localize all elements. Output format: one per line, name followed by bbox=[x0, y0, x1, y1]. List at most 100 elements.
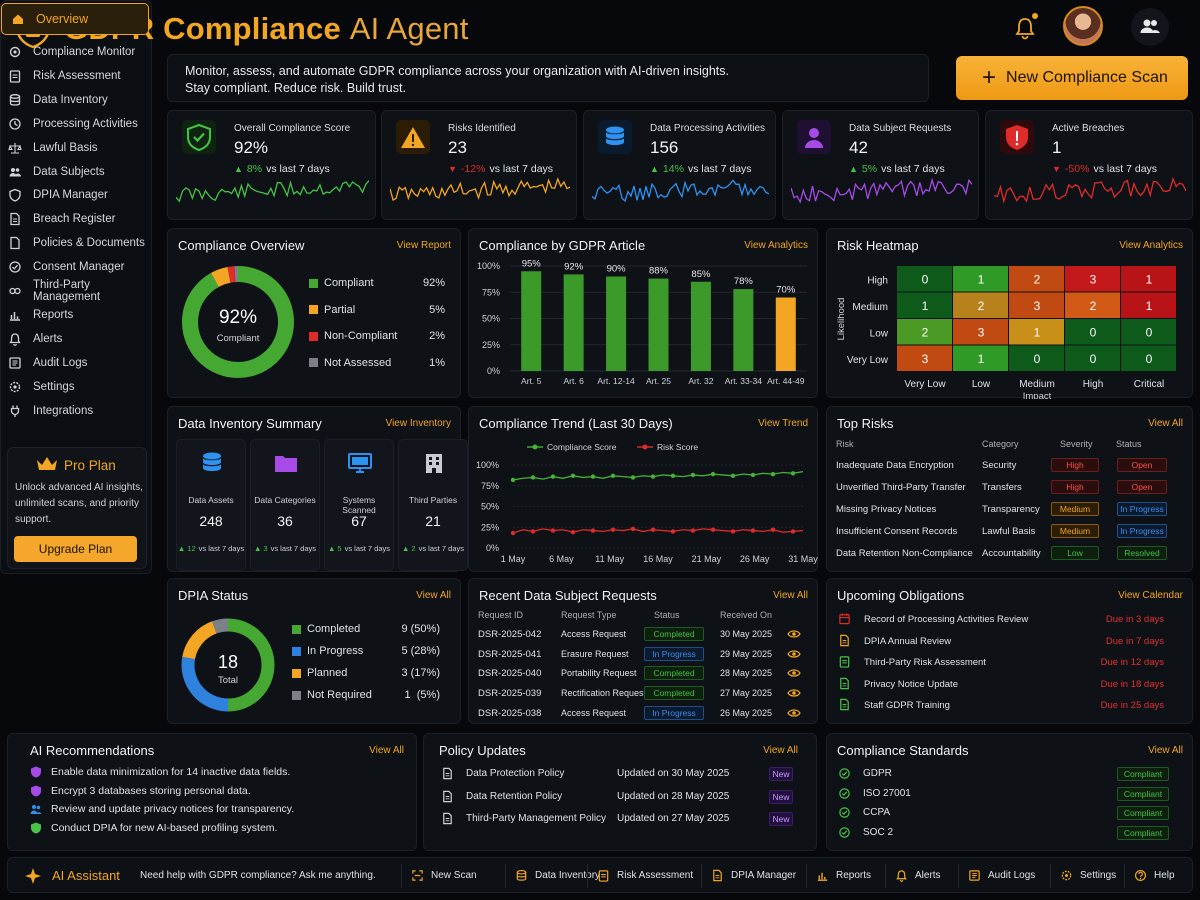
assistant-action-settings[interactable]: Settings bbox=[1060, 869, 1116, 882]
sidebar-item-alerts[interactable]: Alerts bbox=[8, 328, 149, 350]
legend-label: Not Assessed bbox=[324, 356, 392, 369]
sidebar-item-data-inventory[interactable]: Data Inventory bbox=[8, 89, 149, 111]
sidebar-item-processing-activities[interactable]: Processing Activities bbox=[8, 113, 149, 135]
recommendation-item[interactable]: Conduct DPIA for new AI-based profiling … bbox=[30, 822, 277, 834]
sidebar-item-compliance-monitor[interactable]: Compliance Monitor bbox=[8, 41, 149, 63]
standard-item[interactable]: SOC 2 Compliant bbox=[827, 825, 1192, 843]
folder-icon bbox=[275, 456, 297, 472]
assistant-action-dpia-manager[interactable]: DPIA Manager bbox=[711, 869, 796, 882]
inventory-panel: Data Inventory Summary View Inventory Da… bbox=[167, 406, 468, 572]
table-row[interactable]: Unverified Third-Party Transfer Transfers… bbox=[827, 479, 1192, 499]
obligation-item[interactable]: Third-Party Risk Assessment Due in 12 day… bbox=[827, 654, 1192, 672]
obligation-item[interactable]: DPIA Annual Review Due in 7 days bbox=[827, 633, 1192, 651]
sidebar-item-dpia-manager[interactable]: DPIA Manager bbox=[8, 184, 149, 206]
standard-item[interactable]: CCPA Compliant bbox=[827, 805, 1192, 823]
sidebar-item-third-party-management[interactable]: Third-Party Management bbox=[8, 279, 149, 303]
assistant-action-help[interactable]: Help bbox=[1134, 869, 1175, 882]
view-all-link[interactable]: View All bbox=[763, 745, 798, 756]
sidebar-item-breach-register[interactable]: Breach Register bbox=[8, 208, 149, 230]
kpi-card[interactable]: Data Processing Activities 156 ▲ 14% vs last… bbox=[583, 110, 776, 220]
sidebar-item-policies-documents[interactable]: Policies & Documents bbox=[8, 232, 149, 254]
eye-icon[interactable] bbox=[787, 708, 801, 718]
view-analytics-link[interactable]: View Analytics bbox=[1119, 240, 1183, 251]
view-all-link[interactable]: View All bbox=[416, 590, 451, 601]
view-analytics-link[interactable]: View Analytics bbox=[744, 240, 808, 251]
inventory-card[interactable]: Data Assets 248 ▲ 12 vs last 7 days bbox=[176, 439, 246, 571]
table-row[interactable]: DSR-2025-039 Rectification Request Complet… bbox=[469, 685, 817, 703]
new-compliance-scan-button[interactable]: + New Compliance Scan bbox=[956, 56, 1188, 100]
notification-bell-icon[interactable] bbox=[1014, 16, 1036, 40]
separator bbox=[1124, 864, 1125, 888]
table-row[interactable]: Data Retention Non-Compliance Accountabil… bbox=[827, 545, 1192, 565]
inventory-card[interactable]: Systems Scanned 67 ▲ 5 vs last 7 days bbox=[324, 439, 394, 571]
eye-icon[interactable] bbox=[787, 649, 801, 659]
policy-item[interactable]: Data Protection Policy Updated on 30 May … bbox=[424, 766, 816, 784]
sidebar-item-overview[interactable]: Overview bbox=[1, 3, 149, 35]
policy-item[interactable]: Third-Party Management Policy Updated on … bbox=[424, 811, 816, 829]
kpi-card[interactable]: Data Subject Requests 42 ▲ 5% vs last 7 days bbox=[782, 110, 979, 220]
kpi-card[interactable]: Risks Identified 23 ▼ -12% vs last 7 days bbox=[381, 110, 577, 220]
view-all-link[interactable]: View All bbox=[773, 590, 808, 601]
obligation-due: Due in 25 days bbox=[1100, 700, 1164, 711]
status-badge: Completed bbox=[644, 666, 704, 681]
avatar[interactable] bbox=[1063, 6, 1103, 46]
eye-icon[interactable] bbox=[787, 668, 801, 678]
eye-icon[interactable] bbox=[787, 688, 801, 698]
standard-item[interactable]: ISO 27001 Compliant bbox=[827, 786, 1192, 804]
kpi-card[interactable]: Overall Compliance Score 92% ▲ 8% vs last 7 … bbox=[167, 110, 376, 220]
view-trend-link[interactable]: View Trend bbox=[758, 418, 808, 429]
series-point bbox=[710, 527, 716, 532]
sidebar-item-audit-logs[interactable]: Audit Logs bbox=[8, 352, 149, 374]
table-row[interactable]: DSR-2025-041 Erasure Request In Progress 29… bbox=[469, 646, 817, 664]
x-tick-label: 11 May bbox=[595, 554, 624, 564]
table-row[interactable]: Insufficient Consent Records Lawful Basis… bbox=[827, 523, 1192, 543]
view-inventory-link[interactable]: View Inventory bbox=[385, 418, 451, 429]
request-type: Access Request bbox=[561, 707, 627, 718]
table-row[interactable]: Inadequate Data Encryption Security High Op… bbox=[827, 457, 1192, 477]
sidebar-item-reports[interactable]: Reports bbox=[8, 304, 149, 326]
sidebar-item-risk-assessment[interactable]: Risk Assessment bbox=[8, 65, 149, 87]
assistant-action-label: Risk Assessment bbox=[617, 870, 694, 881]
view-calendar-link[interactable]: View Calendar bbox=[1118, 590, 1183, 601]
assistant-action-audit-logs[interactable]: Audit Logs bbox=[968, 869, 1035, 882]
kpi-card[interactable]: Active Breaches 1 ▼ -50% vs last 7 days bbox=[985, 110, 1193, 220]
sidebar-item-lawful-basis[interactable]: Lawful Basis bbox=[8, 137, 149, 159]
series-point bbox=[730, 473, 736, 478]
assistant-action-new-scan[interactable]: New Scan bbox=[411, 869, 477, 882]
standard-item[interactable]: GDPR Compliant bbox=[827, 766, 1192, 784]
view-all-link[interactable]: View All bbox=[369, 745, 404, 756]
risk-name: Inadequate Data Encryption bbox=[836, 460, 954, 471]
policy-item[interactable]: Data Retention Policy Updated on 28 May 2… bbox=[424, 789, 816, 807]
recommendation-item[interactable]: Encrypt 3 databases storing personal dat… bbox=[30, 785, 251, 797]
upgrade-plan-button[interactable]: Upgrade Plan bbox=[14, 536, 137, 562]
users-button[interactable] bbox=[1131, 8, 1169, 46]
assistant-action-data-inventory[interactable]: Data Inventory bbox=[515, 869, 600, 882]
sidebar-item-settings[interactable]: Settings bbox=[8, 376, 149, 398]
assistant-action-alerts[interactable]: Alerts bbox=[895, 869, 941, 882]
view-all-link[interactable]: View All bbox=[1148, 418, 1183, 429]
inventory-card[interactable]: Data Categories 36 ▲ 3 vs last 7 days bbox=[250, 439, 320, 571]
ai-assistant-input[interactable]: Need help with GDPR compliance? Ask me a… bbox=[140, 870, 376, 881]
inventory-card[interactable]: Third Parties 21 ▲ 2 vs last 7 days bbox=[398, 439, 468, 571]
sidebar-item-data-subjects[interactable]: Data Subjects bbox=[8, 161, 149, 183]
table-row[interactable]: DSR-2025-038 Access Request In Progress 26 … bbox=[469, 705, 817, 723]
sidebar-item-integrations[interactable]: Integrations bbox=[8, 400, 149, 422]
obligation-item[interactable]: Privacy Notice Update Due in 18 days bbox=[827, 676, 1192, 694]
view-report-link[interactable]: View Report bbox=[396, 240, 451, 251]
eye-icon[interactable] bbox=[787, 629, 801, 639]
table-row[interactable]: Missing Privacy Notices Transparency Mediu… bbox=[827, 501, 1192, 521]
recommendation-item[interactable]: Enable data minimization for 14 inactive… bbox=[30, 766, 290, 778]
article-chart-panel: Compliance by GDPR Article View Analytic… bbox=[468, 228, 818, 398]
assistant-action-risk-assessment[interactable]: Risk Assessment bbox=[597, 869, 693, 882]
table-row[interactable]: DSR-2025-040 Portability Request Completed… bbox=[469, 665, 817, 683]
recommendation-item[interactable]: Review and update privacy notices for tr… bbox=[30, 803, 294, 815]
sidebar-item-consent-manager[interactable]: Consent Manager bbox=[8, 256, 149, 278]
obligation-item[interactable]: Record of Processing Activities Review Du… bbox=[827, 611, 1192, 629]
view-all-link[interactable]: View All bbox=[1148, 745, 1183, 756]
obligation-item[interactable]: Staff GDPR Training Due in 25 days bbox=[827, 697, 1192, 715]
assistant-action-reports[interactable]: Reports bbox=[816, 869, 871, 882]
table-header: Risk bbox=[836, 439, 854, 449]
table-row[interactable]: DSR-2025-042 Access Request Completed 30 Ma… bbox=[469, 626, 817, 644]
compliant-badge: Compliant bbox=[1117, 826, 1169, 841]
x-tick-label: Art. 33-34 bbox=[725, 376, 763, 386]
